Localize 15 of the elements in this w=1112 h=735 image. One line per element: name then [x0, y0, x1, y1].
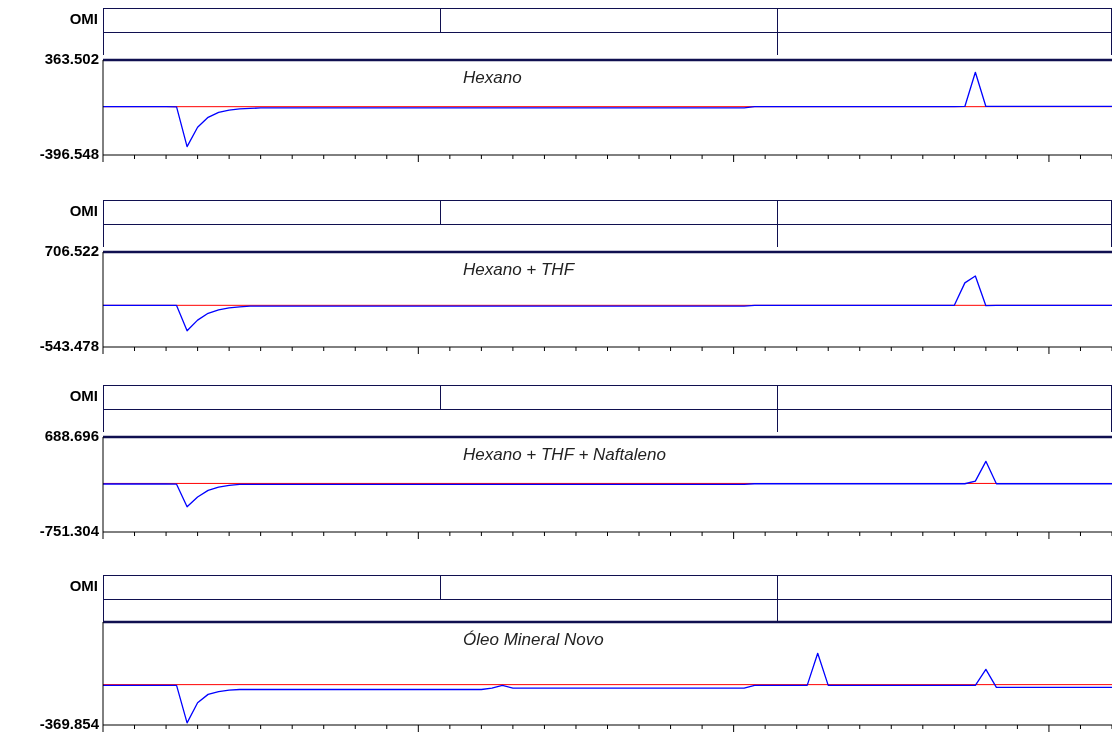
- text: OMI: [69, 202, 98, 219]
- y-tick-label: 688.696: [44, 427, 99, 445]
- y-tick-label: 706.522: [44, 242, 99, 260]
- y-tick-label: -751.304: [39, 522, 100, 540]
- text: OMI: [69, 387, 98, 404]
- text: Hexano + THF + Naftaleno: [463, 445, 666, 465]
- text: Hexano + THF: [463, 260, 576, 280]
- y-tick-label: -543.478: [39, 337, 99, 355]
- text: OMI: [69, 10, 98, 27]
- y-tick-label: 363.502: [44, 50, 99, 68]
- text: OMI: [69, 577, 98, 594]
- text: -369.854: [39, 715, 100, 733]
- chart-title: Óleo Mineral Novo: [463, 630, 604, 650]
- y-tick-label: -396.548: [39, 145, 99, 163]
- text: Hexano: [463, 68, 522, 88]
